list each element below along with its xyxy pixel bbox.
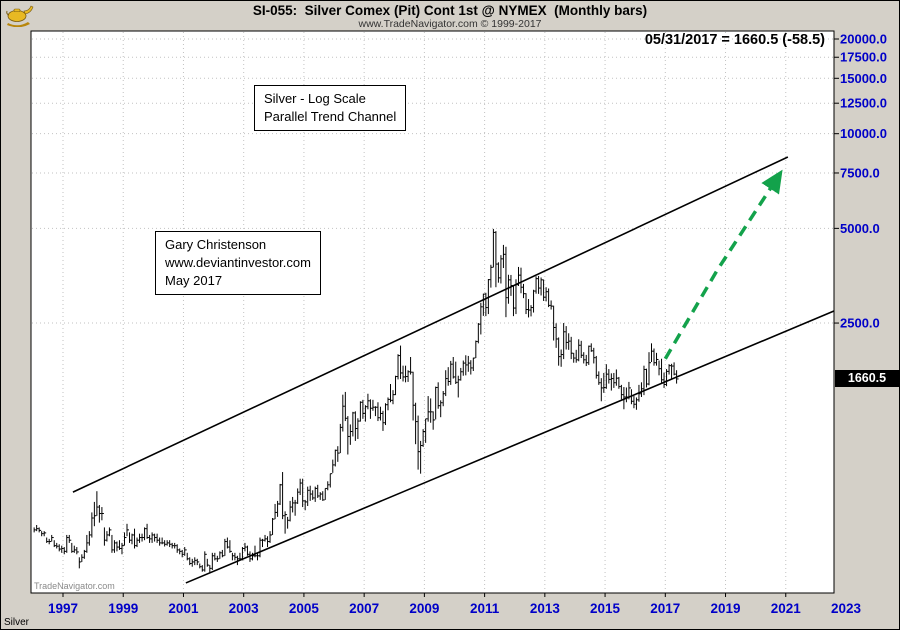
- y-axis-label: 2500.0: [840, 316, 880, 331]
- watermark-text: TradeNavigator.com: [34, 581, 115, 591]
- annotation-log-scale-box: Silver - Log Scale Parallel Trend Channe…: [254, 85, 407, 131]
- x-axis-label: 2005: [289, 601, 320, 616]
- genie-lamp-logo: [5, 3, 35, 28]
- genie-lamp-icon: [6, 5, 34, 28]
- annotation-line: Gary Christenson: [165, 237, 267, 252]
- x-axis-label: 2015: [590, 601, 621, 616]
- x-axis-label: 2021: [771, 601, 802, 616]
- chart-title: SI-055: Silver Comex (Pit) Cont 1st @ NY…: [252, 3, 648, 18]
- y-axis-label: 17500.0: [840, 50, 887, 65]
- annotation-line: Parallel Trend Channel: [264, 109, 397, 124]
- x-axis-label: 2013: [530, 601, 561, 616]
- x-axis-label: 2009: [409, 601, 439, 616]
- trend-line-lower: [185, 310, 835, 584]
- x-axis-label: 2007: [349, 601, 379, 616]
- x-axis-label: 1997: [48, 601, 78, 616]
- x-axis-label: 2001: [168, 601, 199, 616]
- last-quote-text: 05/31/2017 = 1660.5 (-58.5): [644, 32, 825, 48]
- annotation-line: www.deviantinvestor.com: [165, 255, 311, 270]
- x-axis-label: 2011: [470, 601, 500, 616]
- chart-subtitle: www.TradeNavigator.com © 1999-2017: [358, 18, 542, 30]
- annotation-author-box: Gary Christenson www.deviantinvestor.com…: [155, 231, 321, 295]
- y-axis-label: 20000.0: [840, 32, 887, 47]
- x-axis-label: 2003: [229, 601, 260, 616]
- y-axis-label: 12500.0: [840, 96, 887, 111]
- y-axis-label: 7500.0: [840, 165, 880, 180]
- x-axis-label: 1999: [108, 601, 138, 616]
- x-axis-label: 2019: [711, 601, 741, 616]
- trend-line-upper: [72, 156, 789, 493]
- y-axis-label: 15000.0: [840, 71, 887, 86]
- x-axis-label: 2017: [650, 601, 680, 616]
- y-axis-label: 10000.0: [840, 126, 887, 141]
- y-axis-label: 5000.0: [840, 221, 880, 236]
- last-price-tag: 1660.5: [835, 370, 899, 388]
- x-axis-label: 2023: [831, 601, 862, 616]
- instrument-label: Silver: [4, 617, 30, 628]
- annotation-line: May 2017: [165, 273, 223, 288]
- plot-area[interactable]: [30, 30, 835, 594]
- annotation-line: Silver - Log Scale: [264, 91, 366, 106]
